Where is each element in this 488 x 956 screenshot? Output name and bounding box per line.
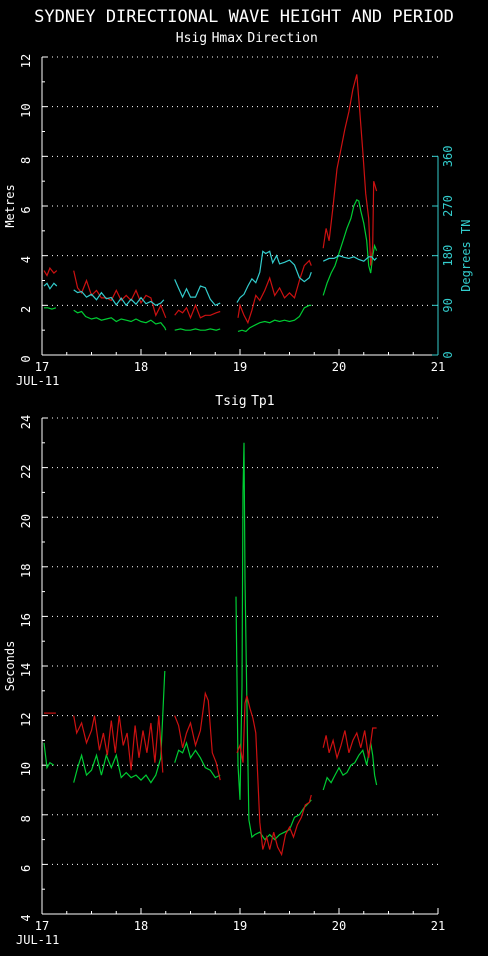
series-line-direction [236,250,312,303]
legend-entry: Direction [247,31,317,46]
y2-tick-label: 0 [441,351,455,358]
y-tick-label: 16 [19,613,33,627]
series-line-hsig [174,328,221,331]
y2-axis-label: Degrees TN [459,220,473,292]
series-line-tp1 [322,727,377,761]
series-line-tp1 [174,690,221,781]
y2-tick-label: 180 [441,245,455,267]
x-tick-label: 19 [233,360,247,374]
series-line-tsig [174,740,221,779]
y2-tick-label: 90 [441,298,455,312]
series-line-direction [43,282,58,290]
y-tick-label: 22 [19,464,33,478]
x-tick-label: 18 [134,919,148,933]
y-tick-label: 2 [19,306,33,313]
x-tick-label: 17 [35,360,49,374]
legend-entry: Tsig [215,394,246,409]
series-line-hmax [43,266,58,277]
series-line-tsig [43,742,55,770]
y-tick-label: 24 [19,415,33,429]
x-date-label: JUL-11 [16,933,59,947]
top-chart: 0 2 4 6 8 10 12 17 18 19 20 21 JUL-11 Metres 0 90 180 270… [3,31,473,388]
x-tick-label: 21 [431,360,445,374]
y-tick-label: 6 [19,206,33,213]
y-tick-label: 12 [19,712,33,726]
x-tick-label: 18 [134,360,148,374]
series-line-hsig [322,198,378,296]
series-line-direction [322,255,378,262]
x-tick-label: 21 [431,919,445,933]
y-tick-label: 10 [19,762,33,776]
y-axis-label: Metres [3,184,17,227]
series-line-tsig [235,442,312,841]
y-tick-label: 4 [19,914,33,921]
y-tick-label: 20 [19,514,33,528]
y2-tick-label: 360 [441,145,455,167]
y-tick-label: 10 [19,103,33,117]
page-title: SYDNEY DIRECTIONAL WAVE HEIGHT AND PERIO… [34,7,454,27]
legend-entry: Hmax [212,31,243,46]
series-line-direction [174,279,221,307]
y-tick-label: 6 [19,865,33,872]
series-line-tp1 [73,715,164,773]
x-tick-label: 17 [35,919,49,933]
series-line-direction [73,289,165,307]
y2-tick-label: 270 [441,195,455,217]
series-line-hmax [73,270,167,319]
series-line-hsig [44,307,57,310]
bottom-chart: 4 6 8 10 12 14 16 18 20 22 24 17 18 19 20 21 JUL-11 Secon… [3,394,445,947]
series-line-hsig [73,309,167,331]
legend-entry: Tp1 [251,394,274,409]
x-tick-label: 19 [233,919,247,933]
series-line-hmax [237,259,312,325]
series-line-tsig [73,670,166,784]
y-axis-label: Seconds [3,641,17,692]
y-tick-label: 4 [19,256,33,263]
y-tick-label: 0 [19,355,33,362]
y-tick-label: 8 [19,157,33,164]
y-tick-label: 8 [19,815,33,822]
y-tick-label: 18 [19,564,33,578]
series-line-hmax [174,303,221,320]
legend-entry: Hsig [176,31,207,46]
series-line-hsig [237,304,312,333]
series-line-hmax [322,74,378,266]
x-tick-label: 20 [332,360,346,374]
y-tick-label: 12 [19,54,33,68]
x-date-label: JUL-11 [16,374,59,388]
series-line-tp1 [236,695,312,857]
y-tick-label: 14 [19,663,33,677]
x-tick-label: 20 [332,919,346,933]
series-line-tsig [322,742,378,791]
